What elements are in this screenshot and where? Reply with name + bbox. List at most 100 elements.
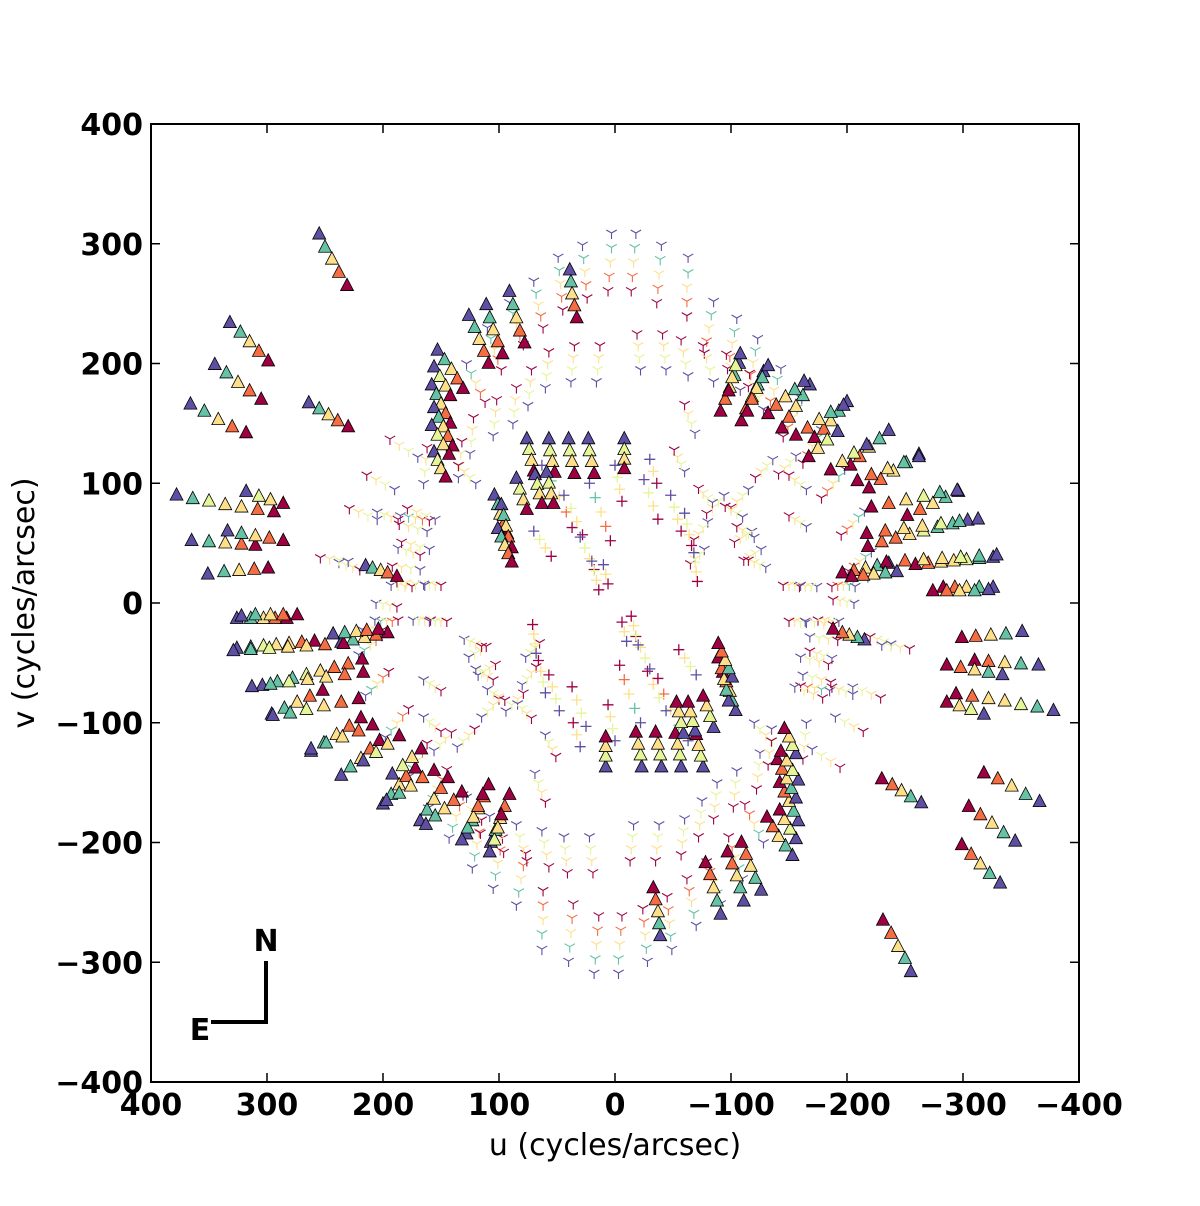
tri-down-point [709,803,721,813]
plus-point [574,531,586,543]
tri-down-point [688,909,700,920]
triangle-point [691,737,706,751]
triangle-point [738,846,754,860]
tri-down-point [856,686,868,697]
triangle-point [963,846,979,860]
triangle-point [774,761,790,775]
triangle-point [990,770,1005,785]
tri-down-point [767,455,779,466]
tri-down-point [635,366,647,376]
triangle-point [512,480,528,495]
x-tick-label: −400 [1035,1088,1123,1123]
triangle-point [289,606,305,621]
tri-down-point [457,737,469,747]
triangle-point [973,806,988,821]
tri-down-point [725,506,737,516]
plus-point [545,550,557,562]
triangle-point [823,412,838,427]
tri-down-point [525,714,537,724]
tri-down-point [679,467,691,478]
tri-down-point [392,616,404,626]
plus-point [686,540,698,552]
tri-down-point [806,673,818,684]
tri-down-point [815,676,827,686]
triangle-point [713,403,728,417]
tri-down-point [314,554,326,564]
triangle-point [225,418,240,433]
triangle-point [248,606,263,621]
tri-down-point [651,298,663,309]
triangle-point [673,758,689,773]
tri-down-point [624,856,636,867]
tri-down-point [768,386,780,396]
tri-down-point [694,821,706,831]
triangle-point [702,866,718,881]
triangle-point [438,405,453,420]
triangle-point [844,568,859,582]
triangle-point [424,376,439,391]
triangle-point [695,688,711,702]
plus-point [604,711,616,723]
tri-down-point [783,512,795,522]
tri-down-point [876,641,888,651]
tri-down-point [499,696,511,706]
triangle-point [490,819,506,834]
tri-down-point [815,751,827,762]
plus-point [665,489,677,501]
tri-down-point [469,725,481,735]
plus-point [590,574,602,586]
tri-down-point [592,366,604,376]
triangle-point [788,830,804,845]
tri-down-point [661,892,673,903]
tri-down-point [748,719,760,729]
tri-down-point [703,324,715,334]
triangle-point [365,559,380,574]
tri-down-point [543,348,555,358]
tri-down-point [535,312,547,322]
tri-down-point [371,508,383,518]
tri-down-point [637,904,649,915]
triangle-point [744,391,760,405]
tri-down-point [800,485,812,496]
triangle-point [939,694,954,708]
triangle-point [251,343,267,357]
triangle-point [432,368,448,382]
triangle-point [313,662,328,677]
triangle-point [349,623,364,638]
plus-point [527,619,539,631]
tri-down-point [450,812,462,823]
tri-down-point [795,480,807,491]
tri-down-point [708,297,720,308]
tri-down-point [394,512,406,522]
triangle-point [562,442,577,457]
triangle-point [486,321,501,336]
tri-down-point [639,931,651,941]
triangle-point [925,582,941,597]
triangle-point [496,507,511,521]
triangle-point [564,285,580,300]
triangle-point [467,319,482,333]
triangle-point [441,446,457,460]
tri-down-point [481,672,493,683]
triangle-point [392,785,407,799]
tri-down-point [904,645,916,655]
tri-down-point [414,565,426,576]
tri-down-point [766,737,778,747]
tri-down-point [371,515,383,526]
triangle-point [324,250,340,265]
triangle-point [773,743,789,757]
triangle-point [218,534,233,549]
tri-down-point [719,502,731,513]
tri-down-point [539,798,551,808]
tri-down-point [689,429,701,439]
plus-point [639,652,651,664]
triangle-point [426,399,442,414]
y-tick-label: −100 [55,707,143,742]
tri-down-point [731,509,743,520]
tri-down-point [324,555,336,565]
tri-down-point [833,685,845,696]
tri-down-point [481,707,493,717]
triangle-point [1032,793,1047,808]
tri-down-point [734,386,746,396]
tri-down-point [579,267,591,278]
